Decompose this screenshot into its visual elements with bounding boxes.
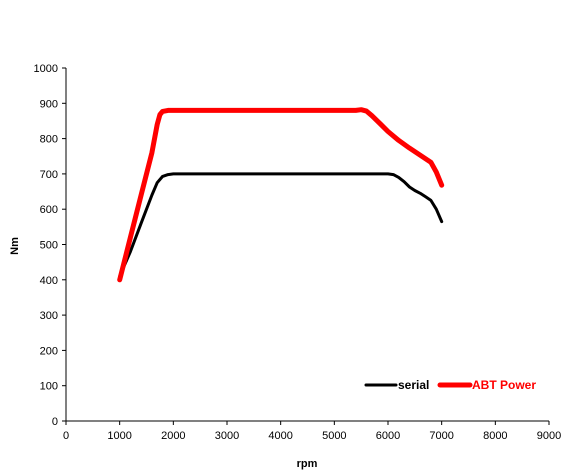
legend: serial ABT Power	[364, 378, 536, 392]
x-tick-label: 7000	[429, 430, 453, 442]
y-axis-title: Nm	[9, 237, 21, 255]
y-tick-label: 600	[40, 204, 58, 216]
y-axis-ticks: 0 100 200 300 400 500 600 700 800 900 1000	[34, 63, 66, 428]
y-tick-label: 400	[40, 275, 58, 287]
y-tick-label: 500	[40, 240, 58, 252]
x-tick-label: 8000	[483, 430, 507, 442]
series-line-serial	[118, 172, 444, 278]
y-tick-label: 800	[40, 134, 58, 146]
legend-label: serial	[398, 378, 429, 392]
y-tick-label: 300	[40, 310, 58, 322]
x-tick-label: 2000	[161, 430, 185, 442]
y-tick-label: 100	[40, 381, 58, 393]
x-tick-label: 5000	[322, 430, 346, 442]
x-tick-label: 3000	[215, 430, 239, 442]
x-tick-label: 4000	[268, 430, 292, 442]
x-tick-label: 6000	[376, 430, 400, 442]
axes: 0 100 200 300 400 500 600 700 800 900 1000 0 1000 20…	[34, 63, 562, 442]
y-tick-label: 1000	[34, 63, 58, 75]
y-tick-label: 900	[40, 98, 58, 110]
y-tick-label: 700	[40, 169, 58, 181]
y-tick-label: 0	[52, 416, 58, 428]
x-tick-label: 0	[63, 430, 69, 442]
series-layer	[117, 107, 445, 283]
x-tick-label: 1000	[107, 430, 131, 442]
legend-label: ABT Power	[472, 378, 536, 392]
series-line-abt-power	[117, 107, 445, 283]
x-axis-ticks: 0 1000 2000 3000 4000 5000 6000 7000 8000 9000	[63, 421, 561, 442]
x-axis-title: rpm	[297, 458, 318, 470]
x-tick-label: 9000	[537, 430, 561, 442]
y-tick-label: 200	[40, 345, 58, 357]
